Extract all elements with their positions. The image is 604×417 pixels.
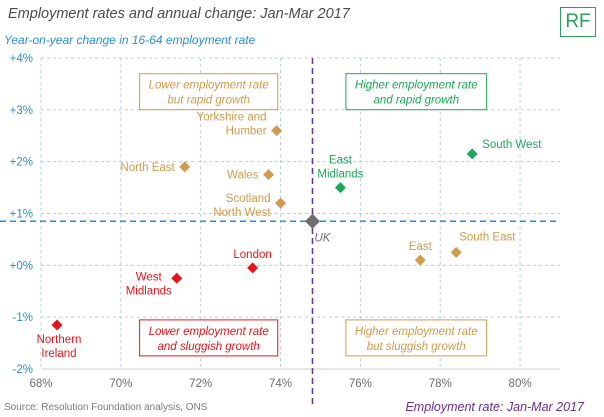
data-point-label-line: North East: [120, 162, 175, 174]
quadrant-label-line: and rapid growth: [373, 95, 459, 107]
x-tick-label: 74%: [269, 378, 292, 390]
axis-ticks: 68% 70% 72% 74% 76% 78% 80% -2% -1% +0% +1% +2% +3% +…: [10, 53, 532, 390]
y-tick-label: +0%: [10, 260, 33, 272]
quadrant-label-line: but rapid growth: [167, 95, 249, 107]
data-point-label: West Midlands: [126, 271, 172, 297]
quadrant-label-line: Lower employment rate: [149, 326, 269, 338]
quadrant-label-box: [345, 319, 488, 357]
data-point-label-line: UK: [314, 232, 331, 244]
data-point-label-line: Midlands: [126, 285, 172, 297]
quadrant-label-line: Higher employment rate: [355, 326, 478, 338]
x-tick-label: 72%: [189, 378, 212, 390]
y-tick-label: +2%: [10, 157, 33, 169]
data-point-label-line: Ireland: [41, 348, 76, 360]
source-note: Source: Resolution Foundation analysis, …: [4, 402, 208, 413]
data-point-label-line: Yorkshire and: [197, 112, 267, 124]
x-tick-label: 70%: [109, 378, 132, 390]
data-point-label-line: South West: [482, 139, 542, 151]
y-tick-label: +4%: [10, 53, 33, 65]
data-point-marker: [304, 213, 320, 229]
y-tick-label: +3%: [10, 105, 33, 117]
data-point-label-line: East: [329, 155, 353, 167]
data-point-label: Yorkshire and Humber: [197, 112, 267, 138]
data-point-label: Northern Ireland: [37, 334, 82, 360]
data-point-marker: [51, 319, 63, 331]
x-tick-label: 76%: [349, 378, 372, 390]
data-point-label-line: Northern: [37, 334, 82, 346]
chart-title: Employment rates and annual change: Jan-…: [8, 6, 350, 22]
data-point-label-line: South East: [459, 231, 516, 243]
x-tick-label: 80%: [509, 378, 532, 390]
x-tick-label: 68%: [29, 378, 52, 390]
data-point-label: East: [409, 241, 433, 253]
y-tick-label: +1%: [10, 209, 33, 221]
y-tick-label: -1%: [13, 312, 33, 324]
quadrant-label-box: [345, 73, 488, 111]
data-point-marker: [334, 182, 346, 194]
data-point-marker: [450, 246, 462, 258]
data-point-label: Wales: [227, 170, 259, 182]
data-point-label-line: East: [409, 241, 433, 253]
data-point-label-line: West: [136, 271, 163, 283]
data-points: South West East Midlands Yorkshire and Humbe…: [37, 112, 543, 360]
quadrant-label-box: [139, 319, 279, 357]
data-point-label-line: Midlands: [317, 169, 363, 181]
quadrant-label-line: Higher employment rate: [355, 80, 478, 92]
y-axis-label: Year-on-year change in 16-64 employment …: [4, 33, 256, 47]
quadrant-label: Higher employment rate and rapid growth: [345, 73, 488, 111]
quadrant-label: Higher employment rate but sluggish growt…: [345, 319, 488, 357]
data-point-label: East Midlands: [317, 155, 363, 181]
quadrant-label: Lower employment rate but rapid growth: [139, 73, 279, 111]
quadrant-label-line: and sluggish growth: [158, 341, 260, 353]
quadrant-label: Lower employment rate and sluggish growth: [139, 319, 279, 357]
data-point-marker: [247, 262, 259, 274]
data-point-label: London: [233, 249, 271, 261]
data-point-marker: [171, 272, 183, 284]
x-axis-label: Employment rate: Jan-Mar 2017: [405, 400, 584, 414]
data-point-marker: [466, 148, 478, 160]
data-point-marker: [263, 169, 275, 181]
data-point-marker: [275, 197, 287, 209]
data-point-label: South East: [459, 231, 516, 243]
data-point-marker: [271, 125, 283, 137]
data-point-label: South West: [482, 139, 542, 151]
x-tick-label: 78%: [429, 378, 452, 390]
data-point-label-line: Humber: [226, 126, 267, 138]
data-point-marker: [179, 161, 191, 173]
data-point-label: Scotland North West: [213, 193, 271, 219]
data-point-label-line: Scotland: [226, 193, 271, 205]
resolution-foundation-logo: RF: [560, 7, 596, 37]
data-point-label-line: Wales: [227, 170, 259, 182]
reference-lines: [0, 58, 560, 405]
data-point-label: North East: [120, 162, 175, 174]
quadrant-label-box: [139, 73, 279, 111]
quadrant-label-line: Lower employment rate: [149, 80, 269, 92]
quadrant-label-line: but sluggish growth: [367, 341, 466, 353]
quadrant-labels: Lower employment rate but rapid growth Hig…: [139, 73, 488, 357]
data-point-marker: [414, 254, 426, 266]
gridlines: [40, 57, 560, 370]
data-point-label-line: North West: [213, 207, 271, 219]
y-tick-label: -2%: [13, 364, 33, 376]
data-point-label-line: London: [233, 249, 271, 261]
data-point-label: UK: [314, 232, 331, 244]
